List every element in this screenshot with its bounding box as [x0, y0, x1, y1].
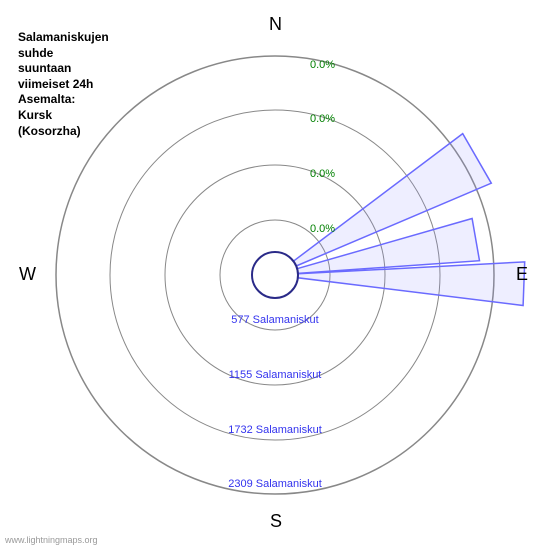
- ring-count-label: 1732 Salamaniskut: [228, 424, 322, 436]
- ring-count-label: 577 Salamaniskut: [231, 314, 318, 326]
- title-line: suhde: [18, 46, 109, 62]
- ring-pct-label: 0.0%: [310, 223, 335, 235]
- title-line: suuntaan: [18, 61, 109, 77]
- ring-pct-label: 0.0%: [310, 168, 335, 180]
- title-line: Kursk: [18, 108, 109, 124]
- ring-pct-label: 0.0%: [310, 59, 335, 71]
- title-line: viimeiset 24h: [18, 77, 109, 93]
- ring-pct-label: 0.0%: [310, 113, 335, 125]
- cardinal-e: E: [516, 264, 528, 285]
- ring-count-label: 2309 Salamaniskut: [228, 478, 322, 490]
- cardinal-w: W: [19, 264, 36, 285]
- cardinal-s: S: [270, 511, 282, 532]
- title-block: Salamaniskujen suhde suuntaan viimeiset …: [18, 30, 109, 139]
- title-line: (Kosorzha): [18, 124, 109, 140]
- title-line: Asemalta:: [18, 92, 109, 108]
- attribution: www.lightningmaps.org: [5, 535, 98, 545]
- title-line: Salamaniskujen: [18, 30, 109, 46]
- center-circle: [252, 252, 298, 298]
- ring-count-label: 1155 Salamaniskut: [229, 369, 322, 381]
- cardinal-n: N: [269, 14, 282, 35]
